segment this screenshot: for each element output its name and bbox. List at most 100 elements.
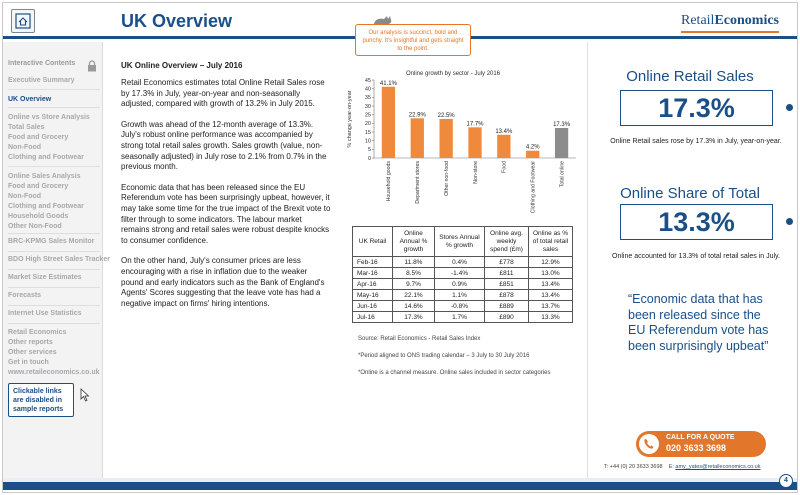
uk-retail-table: UK Retail Online Annual % growth Stores … [352, 226, 573, 323]
table-cell: Apr-16 [352, 278, 393, 290]
table-cell: Mar-16 [352, 267, 393, 279]
sidebar-item[interactable]: Forecasts [8, 292, 42, 299]
table-header-row: UK Retail Online Annual % growth Stores … [352, 226, 573, 257]
online-share-title: Online Share of Total [620, 185, 760, 202]
table-header-cell: Online Annual % growth [392, 226, 435, 257]
column-divider [587, 42, 588, 490]
bar [410, 118, 424, 158]
x-tick-label: Non-store [473, 161, 479, 184]
table-cell: 17.3% [392, 311, 435, 323]
online-note: *Online is a channel measure. Online sal… [358, 370, 551, 376]
table-cell: -1.4% [434, 267, 485, 279]
article-paragraph: Retail Economics estimates total Online … [121, 78, 325, 109]
sidebar-item[interactable]: BDO High Street Sales Tracker [8, 256, 110, 263]
online-growth-chart: Online growth by sector - July 2016 % ch… [344, 68, 578, 218]
bar-value-label: 17.7% [466, 121, 484, 127]
sidebar-item[interactable]: Total Sales [8, 124, 45, 131]
sidebar-item[interactable]: Other services [8, 349, 57, 356]
home-button[interactable] [11, 9, 35, 33]
table-cell: £878 [484, 289, 529, 301]
table-cell: £889 [484, 300, 529, 312]
table-cell: 9.7% [392, 278, 435, 290]
table-header-cell: Stores Annual % growth [434, 226, 485, 257]
period-note: *Period aligned to ONS trading calendar … [358, 353, 530, 359]
brand-logo-part1: Retail [681, 13, 715, 28]
source-note: Source: Retail Economics - Retail Sales … [358, 336, 481, 342]
table-cell: 13.4% [528, 278, 573, 290]
sidebar-item[interactable]: BRC-KPMG Sales Monitor [8, 238, 95, 245]
sidebar-item[interactable]: Get in touch [8, 359, 49, 366]
sidebar-item[interactable]: Non-Food [8, 193, 42, 200]
bar-value-label: 22.5% [438, 113, 456, 119]
brand-underline [681, 31, 779, 33]
sidebar-divider [8, 251, 100, 252]
sidebar-item[interactable]: Online Sales Analysis [8, 173, 81, 180]
sidebar-divider [8, 269, 100, 270]
bar-value-label: 13.4% [495, 129, 513, 135]
y-tick-label: 30 [365, 104, 371, 110]
table-cell: May-16 [352, 289, 393, 301]
article-title: UK Online Overview – July 2016 [121, 61, 243, 70]
y-tick-label: 5 [368, 147, 371, 153]
y-tick-label: 20 [365, 121, 371, 127]
sidebar-divider [8, 233, 100, 234]
cta-phone-number: 020 3633 3698 [666, 443, 727, 453]
y-tick-label: 35 [365, 95, 371, 101]
sidebar-item[interactable]: www.retaileconomics.co.uk [8, 369, 100, 376]
bar [439, 119, 453, 158]
chart-notes: Source: Retail Economics - Retail Sales … [358, 335, 573, 386]
sidebar-item[interactable]: Household Goods [8, 213, 69, 220]
table-header-cell: Online as % of total retail sales [528, 226, 573, 257]
nav-dot [786, 218, 793, 225]
cursor-icon [80, 388, 90, 402]
bar-value-label: 22.9% [409, 112, 427, 118]
lock-icon [88, 60, 96, 72]
sidebar-item[interactable]: Clothing and Footwear [8, 154, 84, 161]
article-paragraph: Economic data that has been released sin… [121, 182, 331, 245]
table-cell: £811 [484, 267, 529, 279]
online-retail-sales-title: Online Retail Sales [626, 68, 754, 85]
sidebar-item[interactable]: Market Size Estimates [8, 274, 82, 281]
analysis-callout: Our analysis is succinct, bold and punch… [355, 24, 471, 56]
bar [497, 134, 511, 158]
table-row: Jul-16 17.3% 1.7% £890 13.3% [352, 311, 573, 323]
table-row: Apr-16 9.7% 0.9% £851 13.4% [352, 278, 573, 290]
y-tick-label: 25 [365, 112, 371, 118]
sidebar-item[interactable]: Food and Grocery [8, 183, 69, 190]
online-retail-sales-desc: Online Retail sales rose by 17.3% in Jul… [610, 138, 782, 145]
nav-dot [786, 104, 793, 111]
cat-icon [374, 16, 392, 24]
y-tick-label: 0 [368, 156, 371, 162]
table-cell: 13.0% [528, 267, 573, 279]
contact-phone: T: +44 (0) 20 3633 3698 [604, 464, 663, 470]
sidebar-item[interactable]: Online vs Store Analysis [8, 114, 90, 121]
cta-line1: CALL FOR A QUOTE [666, 434, 735, 441]
x-tick-label: Household goods [386, 161, 392, 202]
sidebar-item[interactable]: Non-Food [8, 144, 42, 151]
x-tick-label: Total online [559, 161, 565, 187]
contact-email-link[interactable]: amy_yates@retaileconomics.co.uk [675, 464, 761, 470]
brand-logo: RetailEconomics [681, 13, 779, 29]
contact-line: T: +44 (0) 20 3633 3698 E: amy_yates@ret… [604, 464, 760, 470]
table-cell: 0.9% [434, 278, 485, 290]
table-cell: 13.3% [528, 311, 573, 323]
sidebar-item[interactable]: Executive Summary [8, 77, 75, 84]
sidebar-item[interactable]: Retail Economics [8, 329, 67, 336]
sidebar-item[interactable]: Other reports [8, 339, 53, 346]
table-cell: -0.8% [434, 300, 485, 312]
chart-svg: % change year-on-year 0 5 10 15 20 25 30 35 40 45 4… [347, 78, 576, 213]
sidebar-item[interactable]: Food and Grocery [8, 134, 69, 141]
online-share-desc: Online accounted for 13.3% of total reta… [612, 253, 780, 260]
table-cell: 12.9% [528, 256, 573, 268]
table-cell: 1.1% [434, 289, 485, 301]
sidebar-item[interactable]: UK Overview [8, 96, 52, 103]
x-tick-label: Other non-food [444, 161, 450, 196]
sidebar-item[interactable]: Clothing and Footwear [8, 203, 84, 210]
sidebar-item[interactable]: Other Non-Food [8, 223, 62, 230]
sidebar-item[interactable]: Interactive Contents [8, 60, 76, 67]
sidebar-divider [8, 305, 100, 306]
article: UK Online Overview – July 2016 Retail Ec… [121, 61, 331, 319]
sidebar-item[interactable]: Internet Use Statistics [8, 310, 82, 317]
call-for-quote-button[interactable]: CALL FOR A QUOTE 020 3633 3698 [636, 431, 766, 457]
disabled-links-note: Clickable links are disabled in sample r… [8, 383, 74, 417]
